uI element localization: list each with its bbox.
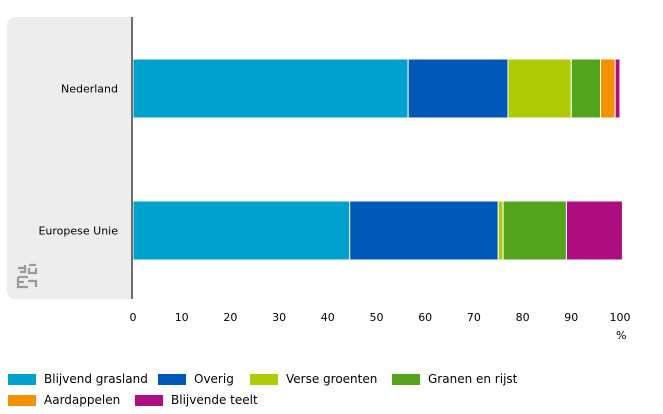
x-tick-label: 10 [175,311,189,324]
bar-segment-0-0 [132,58,409,119]
bar-segment-2-1 [497,200,504,261]
legend-label: Overig [194,372,234,386]
bar-segment-1-0 [407,58,509,119]
bar-segment-4-0 [600,58,616,119]
legend-label: Verse groenten [286,372,378,386]
bar-segment-5-1 [565,200,623,261]
bar-segment-1-1 [349,200,499,261]
bar-segment-3-0 [570,58,602,119]
x-tick-label: 30 [272,311,286,324]
legend-swatch [8,373,36,385]
legend-item: Granen en rijst [392,372,517,386]
legend-swatch [392,373,420,385]
cbs-logo-icon [16,263,38,289]
x-tick-label: 100 [610,311,631,324]
x-tick-label: 40 [321,311,335,324]
x-tick-label: 0 [130,311,137,324]
category-label: Nederland [61,83,118,96]
category-labels: Nederland Europese Unie [38,83,118,238]
category-label: Europese Unie [38,225,118,238]
x-tick-label: 50 [370,311,384,324]
legend-label: Blijvende teelt [171,393,258,407]
bar-segment-0-1 [132,200,351,261]
x-tick-label: 70 [467,311,481,324]
legend-item: Verse groenten [250,372,377,386]
legend-item: Blijvend grasland [8,372,148,386]
category-panel-edge [120,17,132,299]
x-tick-label: 60 [418,311,432,324]
category-panel [7,17,132,299]
legend-item: Overig [158,372,234,386]
x-tick-label: 90 [564,311,578,324]
legend-label: Granen en rijst [428,372,518,386]
bar-segment-2-0 [507,58,572,119]
x-tick-label: 80 [516,311,530,324]
legend-swatch [8,394,36,406]
legend-swatch [135,394,163,406]
bar-segment-5-0 [614,58,621,119]
bars-layer [132,58,623,261]
x-axis-unit-label: % [616,329,626,342]
legend-swatch [250,373,278,385]
legend-item: Aardappelen [8,393,120,407]
legend-item: Blijvende teelt [135,393,258,407]
bar-segment-3-1 [502,200,567,261]
legend-label: Blijvend grasland [44,372,148,386]
x-tick-label: 20 [223,311,237,324]
x-tick-labels: 0 10 20 30 40 50 60 70 80 90 100 [130,311,631,324]
legend-label: Aardappelen [44,393,121,407]
legend-swatch [158,373,186,385]
